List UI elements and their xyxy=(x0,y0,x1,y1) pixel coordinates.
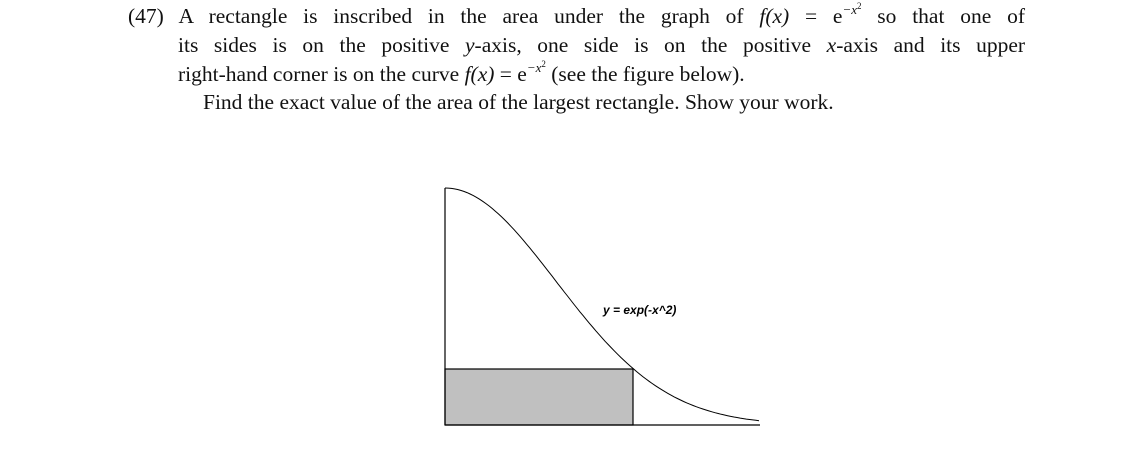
text: -axis, one side is on the positive xyxy=(474,33,812,57)
problem-line: Find the exact value of the area of the … xyxy=(203,90,834,114)
text: x-axis and its upper xyxy=(827,33,1025,57)
problem-line: its sides is on the positive y-axis, one… xyxy=(178,33,1025,57)
math: = e−x2 xyxy=(804,2,862,29)
text: (see the figure below). xyxy=(551,62,745,86)
exponent: −x xyxy=(842,2,857,17)
text: -axis and its upper xyxy=(836,33,1026,57)
math: = e xyxy=(804,4,843,28)
curve xyxy=(444,187,760,422)
curve-label: y = exp(-x^2) xyxy=(602,303,676,317)
math: = e−x2 xyxy=(499,60,546,87)
math: x xyxy=(826,33,837,57)
math: = e xyxy=(499,62,527,86)
text: y-axis, one side is on the positive xyxy=(465,33,811,57)
text: A rectangle is inscribed in the area und… xyxy=(178,4,744,28)
math: f(x) xyxy=(759,4,790,28)
text: its sides is on the positive xyxy=(178,33,450,57)
problem-line: right-hand corner is on the curve f(x) =… xyxy=(178,60,745,87)
exponent-power: 2 xyxy=(541,59,546,69)
text: Find the exact value of the area of the … xyxy=(203,90,834,114)
rectangle xyxy=(444,368,634,426)
text: right-hand corner is on the curve xyxy=(178,62,460,86)
exponent: −x xyxy=(526,60,542,75)
text: so that one of xyxy=(877,4,1025,28)
math: y xyxy=(465,33,475,57)
exponent-power: 2 xyxy=(857,1,862,11)
exponent: −x2 xyxy=(842,2,861,17)
problem-line: (47) A rectangle is inscribed in the are… xyxy=(128,2,1025,29)
problem-number: (47) xyxy=(128,4,164,28)
math: f(x) xyxy=(464,62,495,86)
exponent: −x2 xyxy=(527,60,546,75)
